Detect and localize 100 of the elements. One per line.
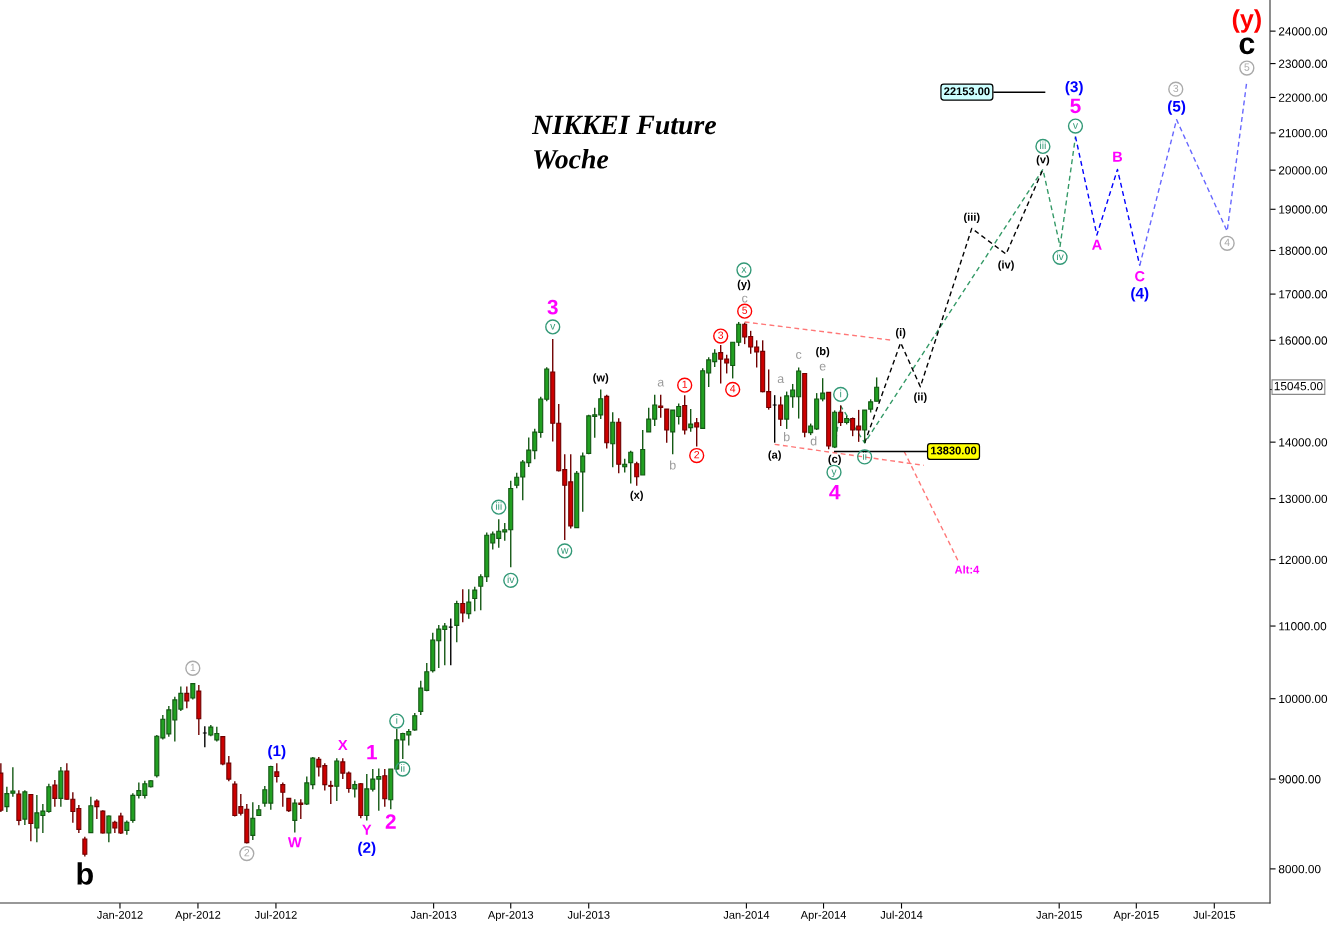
- candlestick: [52, 779, 58, 808]
- line-series: [1074, 135, 1141, 267]
- annotation: 13830.00: [931, 446, 977, 455]
- y-tick-label: 23000.00: [1278, 59, 1328, 68]
- y-tick-label: 10000.00: [1279, 694, 1328, 704]
- x-tick-label: Apr-2012: [175, 910, 221, 921]
- annotation: a: [777, 376, 785, 384]
- candlestick: [634, 461, 640, 487]
- candlestick: [280, 781, 286, 808]
- y-tick-label: 13000.00: [1279, 494, 1328, 504]
- annotation: (iii): [964, 212, 980, 224]
- annotation: W: [287, 837, 302, 848]
- y-tick-label: 22000.00: [1278, 93, 1328, 102]
- annotation: 2: [385, 814, 396, 829]
- annotation: Y: [362, 824, 372, 835]
- x-tick-label: Jul-2014: [880, 910, 923, 919]
- annotation: v: [1072, 123, 1079, 129]
- candlestick: [778, 395, 784, 427]
- annotation: (5): [1168, 100, 1186, 115]
- annotation: iv: [507, 575, 515, 584]
- text: 15045.00: [1274, 381, 1323, 391]
- annotation: 1: [190, 663, 196, 671]
- candlestick: [274, 762, 280, 784]
- annotation: x: [741, 267, 747, 273]
- annotation: v: [550, 324, 556, 330]
- annotation: (i): [895, 328, 906, 339]
- y-tick-label: 20000.00: [1278, 166, 1328, 175]
- annotation: y: [831, 469, 837, 478]
- annotation: C: [1135, 271, 1145, 282]
- annotation: 5: [742, 306, 748, 314]
- candlestick: [100, 809, 106, 835]
- annotation: iv: [1056, 252, 1064, 260]
- annotation: (w): [593, 373, 609, 384]
- annotation: c: [742, 295, 748, 303]
- annotation: (b): [816, 347, 830, 358]
- annotation: ii: [863, 452, 867, 460]
- candlestick: [466, 588, 472, 620]
- y-tick-label: 14000.00: [1279, 438, 1328, 447]
- annotation: X: [338, 739, 348, 750]
- candlestick: [106, 814, 112, 843]
- x-tick-label: Jul-2013: [567, 910, 610, 919]
- annotation: a: [657, 379, 665, 387]
- x-tick-label: Jan-2015: [1036, 910, 1082, 919]
- candlestick: [628, 449, 634, 485]
- annotation: i: [396, 716, 398, 724]
- annotation: 2: [244, 848, 250, 857]
- line-series: [863, 168, 1044, 444]
- annotation: c: [796, 351, 802, 359]
- annotation: i: [840, 389, 842, 398]
- annotation: b: [670, 460, 676, 470]
- annotation: 1: [367, 745, 377, 760]
- annotation: (ii): [914, 392, 927, 403]
- x-tick-label: Jan-2014: [723, 910, 770, 919]
- candlestick: [94, 798, 100, 820]
- y-tick-label: 18000.00: [1279, 246, 1328, 255]
- annotation: (c): [828, 454, 841, 466]
- annotation: (a): [768, 450, 781, 461]
- y-tick-label: 8000.00: [1278, 864, 1321, 874]
- annotation: w: [560, 548, 569, 554]
- annotation: d: [810, 436, 817, 446]
- annotation: 5: [1070, 98, 1081, 114]
- annotation: 4: [829, 484, 841, 500]
- candlestick: [460, 588, 466, 623]
- x-tick-label: Apr-2015: [1113, 910, 1159, 921]
- annotation: (iv): [998, 260, 1014, 271]
- candlestick: [292, 798, 298, 834]
- annotation: (3): [1065, 80, 1083, 96]
- y-tick-label: 12000.00: [1279, 555, 1328, 565]
- annotation: c: [1239, 37, 1255, 55]
- annotation: ii: [401, 764, 405, 772]
- annotation: (v): [1036, 155, 1050, 166]
- annotation: 5: [1244, 63, 1250, 71]
- x-tick-label: Jul-2012: [254, 910, 297, 919]
- annotation: B: [1113, 151, 1123, 162]
- x-tick-label: Jul-2015: [1193, 910, 1236, 919]
- text: NIKKEI Future: [531, 115, 717, 135]
- candlestick: [472, 586, 478, 612]
- y-tick-label: 24000.00: [1278, 27, 1328, 36]
- candlestick: [838, 404, 844, 427]
- annotation: 4: [730, 384, 736, 393]
- y-tick-label: 17000.00: [1279, 290, 1328, 299]
- candlestick: [82, 835, 88, 858]
- candlestick: [328, 780, 334, 805]
- annotation: 3: [547, 299, 558, 315]
- candlestick: [610, 411, 616, 469]
- candlestick: [664, 408, 670, 444]
- candlestick: [250, 801, 256, 841]
- x-tick-label: Apr-2013: [487, 910, 534, 921]
- annotation: 2: [694, 450, 700, 459]
- annotation: (y): [737, 279, 751, 291]
- annotation: 4: [1224, 238, 1230, 246]
- y-tick-label: 16000.00: [1279, 336, 1328, 345]
- candlestick: [382, 768, 388, 808]
- annotation: 1: [682, 380, 688, 388]
- annotation: 3: [1173, 84, 1179, 93]
- candlestick: [184, 685, 190, 710]
- candlestick: [688, 408, 694, 433]
- candlestick: [454, 600, 460, 643]
- annotation: b: [77, 862, 93, 885]
- x-tick-label: Jan-2013: [410, 910, 457, 919]
